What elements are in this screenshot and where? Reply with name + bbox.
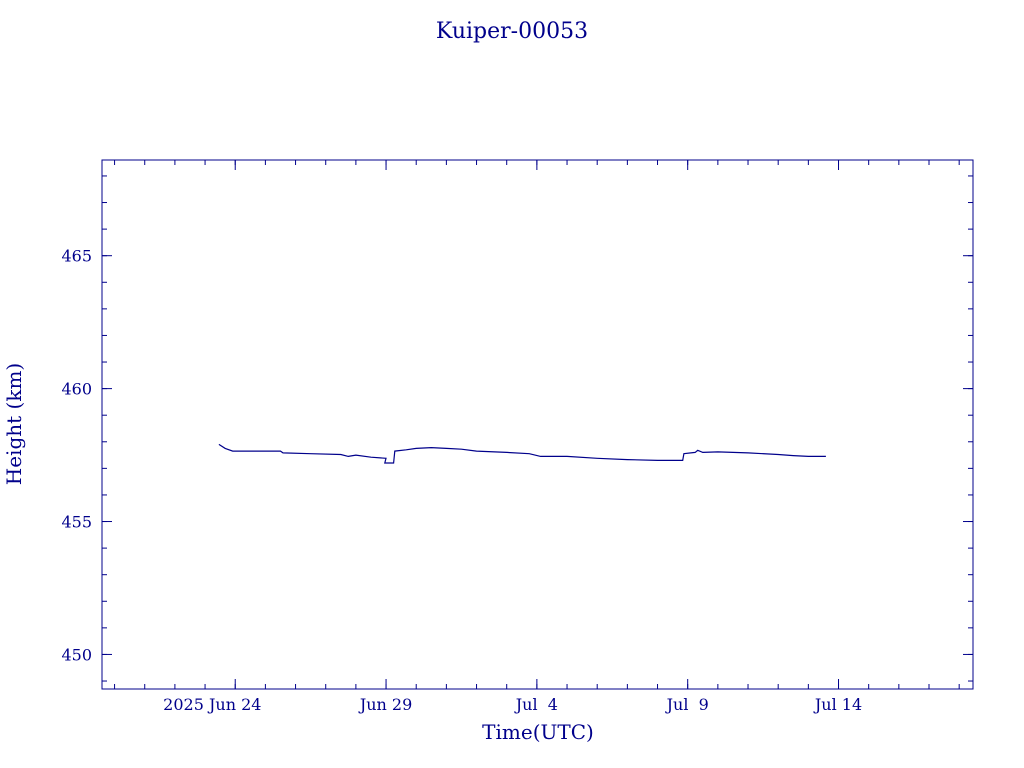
x-axis-label: Time(UTC) — [482, 720, 594, 744]
series-line — [218, 443, 826, 464]
x-tick-label: Jul 9 — [665, 695, 709, 714]
x-tick-label: Jun 29 — [358, 695, 412, 714]
x-tick-label: 2025 Jun 24 — [163, 695, 261, 714]
x-tick-label: Jul 14 — [813, 695, 862, 714]
y-tick-label: 465 — [61, 247, 92, 266]
x-tick-labels: 2025 Jun 24 Jun 29 Jul 4 Jul 9 Jul 14 — [163, 695, 862, 714]
axis-ticks — [102, 160, 973, 689]
y-tick-label: 455 — [61, 513, 92, 532]
y-tick-label: 460 — [61, 380, 92, 399]
y-axis-label: Height (km) — [2, 363, 26, 485]
plot-frame — [101, 159, 974, 690]
y-tick-label: 450 — [61, 645, 92, 664]
x-tick-label: Jul 4 — [514, 695, 558, 714]
chart-title: Kuiper-00053 — [436, 19, 588, 44]
y-tick-labels: 450 455 460 465 — [61, 247, 92, 665]
